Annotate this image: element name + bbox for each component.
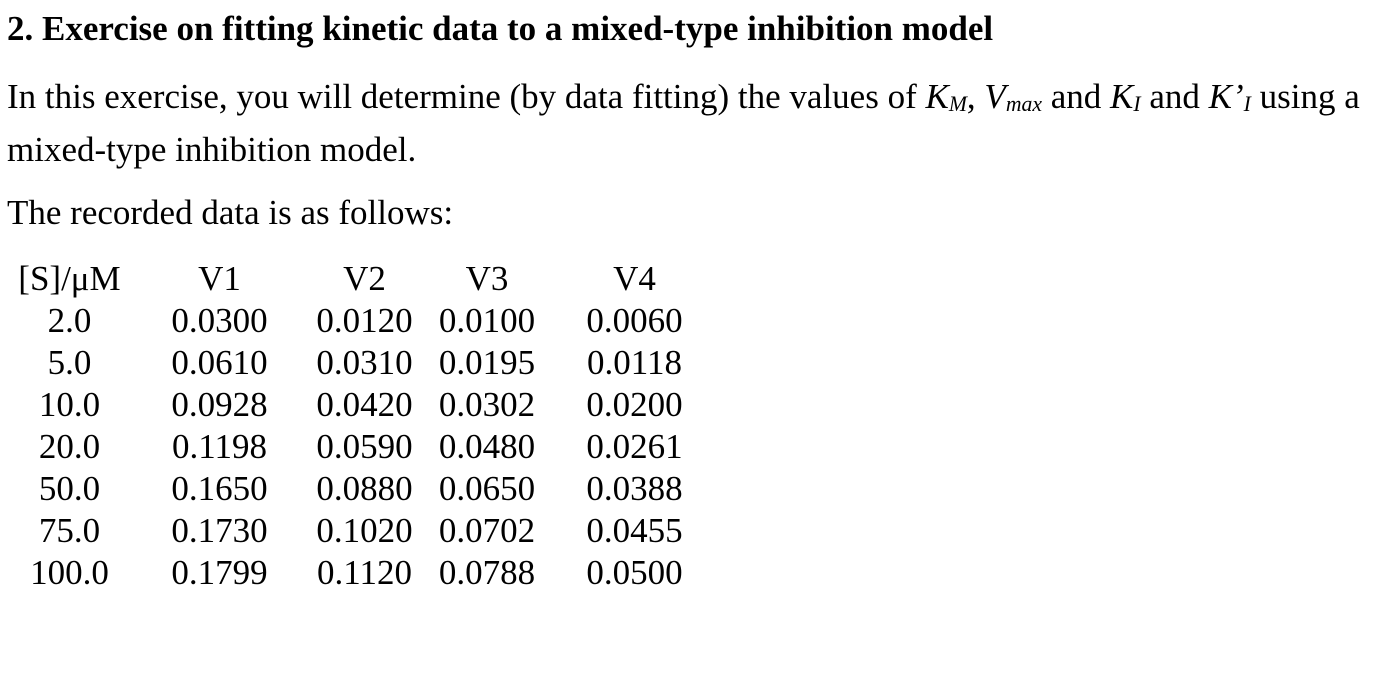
intro-line-2: mixed-type inhibition model. xyxy=(7,130,417,170)
table-cell: 0.0610 xyxy=(171,343,268,383)
vmax-subscript: max xyxy=(1005,92,1042,117)
table-cell: 0.0455 xyxy=(586,511,683,551)
intro-line-1: In this exercise, you will determine (by… xyxy=(7,74,1382,127)
ki-prime-subscript: I xyxy=(1243,92,1251,117)
column-header-v2: V2 xyxy=(343,259,386,299)
table-cell: 0.0702 xyxy=(438,511,536,551)
table-cell: 0.0880 xyxy=(316,469,413,509)
table-cell: 0.1650 xyxy=(171,469,268,509)
table-cell: 0.0261 xyxy=(586,427,683,467)
table-cell: 0.0300 xyxy=(171,301,268,341)
table-cell: 0.0310 xyxy=(316,343,413,383)
table-cell: 0.0060 xyxy=(586,301,683,341)
table-cell: 20.0 xyxy=(38,427,101,467)
table-cell: 0.1730 xyxy=(171,511,268,551)
intro-text: In this exercise, you will determine (by… xyxy=(7,77,926,116)
table-cell: 0.0788 xyxy=(438,553,536,593)
ki-symbol: K xyxy=(1110,77,1134,116)
table-cell: 0.0302 xyxy=(438,385,536,425)
table-cell: 5.0 xyxy=(47,343,92,383)
table-row: 50.0 0.1650 0.0880 0.0650 0.0388 xyxy=(7,468,717,510)
table-cell: 0.0650 xyxy=(438,469,536,509)
intro-paragraph: In this exercise, you will determine (by… xyxy=(7,74,1382,172)
table-cell: 75.0 xyxy=(38,511,101,551)
table-row: 20.0 0.1198 0.0590 0.0480 0.0261 xyxy=(7,426,717,468)
column-header-substrate: [S]/μM xyxy=(18,259,121,299)
data-intro-text: The recorded data is as follows: xyxy=(7,193,454,233)
table-cell: 0.0420 xyxy=(316,385,413,425)
column-header-v4: V4 xyxy=(613,259,656,299)
table-row: 10.0 0.0928 0.0420 0.0302 0.0200 xyxy=(7,384,717,426)
intro-text: using a xyxy=(1250,77,1360,116)
table-row: 5.0 0.0610 0.0310 0.0195 0.0118 xyxy=(7,342,717,384)
column-header-v1: V1 xyxy=(198,259,241,299)
table-cell: 0.0928 xyxy=(171,385,268,425)
document-page: 2. Exercise on fitting kinetic data to a… xyxy=(7,9,1382,594)
kinetic-data-table: [S]/μM V1 V2 V3 V4 2.0 0.0300 0.0120 0.0… xyxy=(7,258,717,594)
table-row: 2.0 0.0300 0.0120 0.0100 0.0060 xyxy=(7,300,717,342)
table-row: 100.0 0.1799 0.1120 0.0788 0.0500 xyxy=(7,552,717,594)
intro-separator: , xyxy=(966,77,985,116)
section-heading: 2. Exercise on fitting kinetic data to a… xyxy=(7,9,994,48)
table-cell: 0.0388 xyxy=(586,469,683,509)
vmax-symbol: V xyxy=(984,77,1006,116)
table-cell: 0.0500 xyxy=(586,553,683,593)
table-cell: 2.0 xyxy=(47,301,92,341)
km-subscript: M xyxy=(948,92,967,117)
table-cell: 0.0100 xyxy=(438,301,536,341)
km-symbol: K xyxy=(925,77,949,116)
table-cell: 50.0 xyxy=(38,469,101,509)
table-cell: 0.0118 xyxy=(587,343,682,383)
table-cell: 0.0120 xyxy=(316,301,413,341)
intro-separator: and xyxy=(1140,77,1209,116)
table-cell: 0.0200 xyxy=(586,385,683,425)
ki-subscript: I xyxy=(1133,92,1141,117)
table-cell: 0.1799 xyxy=(171,553,268,593)
table-cell: 0.0480 xyxy=(438,427,536,467)
table-cell: 100.0 xyxy=(30,553,109,593)
table-cell: 10.0 xyxy=(38,385,101,425)
table-cell: 0.0590 xyxy=(316,427,413,467)
table-header-row: [S]/μM V1 V2 V3 V4 xyxy=(7,258,717,300)
table-row: 75.0 0.1730 0.1020 0.0702 0.0455 xyxy=(7,510,717,552)
table-cell: 0.0195 xyxy=(438,343,536,383)
table-cell: 0.1120 xyxy=(317,553,412,593)
table-cell: 0.1020 xyxy=(316,511,413,551)
intro-separator: and xyxy=(1041,77,1110,116)
column-header-v3: V3 xyxy=(465,259,509,299)
table-cell: 0.1198 xyxy=(172,427,267,467)
ki-prime-symbol: K’ xyxy=(1208,77,1244,116)
